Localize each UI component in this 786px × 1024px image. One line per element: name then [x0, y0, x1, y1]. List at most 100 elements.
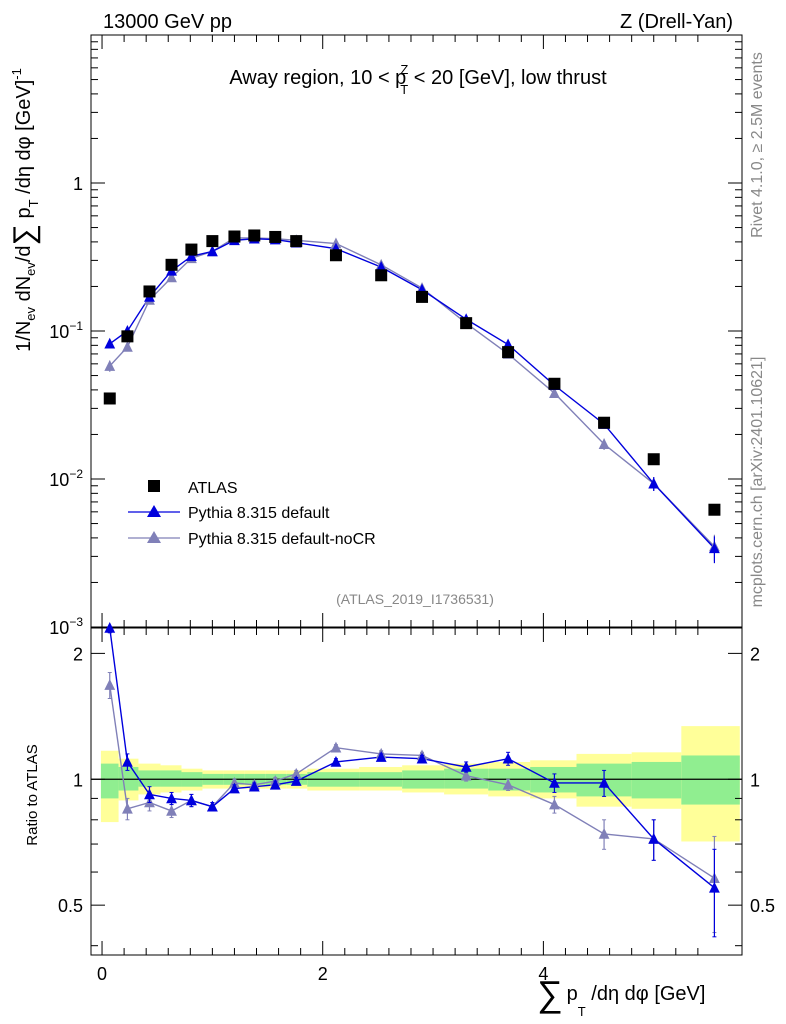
ratio-uncertainty-bands: [100, 726, 740, 842]
ratio-point-default: [290, 775, 302, 786]
point-default: [648, 477, 660, 489]
main-y-tick-label: 10−2: [49, 467, 83, 490]
ratio-point-default: [375, 751, 387, 762]
ratio-point-default: [144, 788, 155, 800]
ratio-point-default: [709, 881, 720, 893]
analysis-watermark: (ATLAS_2019_I1736531): [336, 591, 494, 607]
band-inner: [100, 763, 119, 799]
band-inner: [681, 755, 740, 805]
rivet-version-label: Rivet 4.1.0, ≥ 2.5M events: [749, 52, 766, 238]
point-default: [186, 250, 197, 262]
point-nocr: [166, 271, 177, 283]
point-default: [709, 542, 720, 554]
legend-marker-default: [147, 505, 161, 517]
ratio-point-default: [549, 776, 560, 788]
ratio-point-default: [104, 622, 116, 633]
band-inner: [160, 770, 182, 787]
ratio-y-tick-label-right: 0.5: [750, 896, 775, 916]
x-axis-label: ∑ pT /dη dφ [GeV]: [537, 973, 705, 1019]
point-atlas: [375, 269, 388, 282]
ratio-y-tick-label-right: 1: [750, 770, 760, 790]
ratio-point-default: [229, 782, 240, 794]
point-atlas: [708, 503, 721, 516]
point-nocr: [549, 387, 560, 398]
point-atlas: [269, 230, 282, 243]
ratio-y-tick-label-left: 2: [73, 644, 83, 664]
legend-label-atlas: ATLAS: [188, 480, 238, 497]
point-atlas: [228, 230, 241, 243]
ratio-frame: [90, 627, 743, 956]
ratio-point-default: [186, 794, 197, 806]
ratio-point-nocr: [502, 778, 514, 790]
ratio-point-nocr: [166, 804, 177, 816]
point-atlas: [548, 377, 561, 390]
x-tick-label: 0: [97, 964, 107, 984]
legend-label-nocr: Pythia 8.315 default-noCR: [188, 531, 376, 548]
main-y-tick-label: 1: [73, 174, 83, 194]
main-y-tick-labels: 10−3 10−2 10−1 1: [49, 174, 83, 638]
header-left: 13000 GeV pp: [103, 11, 232, 33]
ratio-panel: 0.5 0.5 1 1 2 2 0 2 4 Ratio to ATLAS ∑ pT /dη dφ …: [24, 622, 775, 1019]
ratio-point-nocr: [104, 679, 116, 690]
ratio-point-nocr: [549, 798, 560, 810]
point-nocr: [122, 340, 133, 352]
ratio-point-default: [460, 760, 472, 772]
point-atlas: [248, 229, 261, 242]
main-y-tick-label: 10−3: [49, 615, 83, 638]
point-atlas: [416, 290, 429, 303]
point-atlas: [290, 235, 303, 248]
main-y-axis-label: 1/Nev dNev/d∑ pT /dη dφ [GeV]-1: [8, 68, 41, 352]
plot-title: Away region, 10 < pZ T < 20 [GeV], low th…: [229, 62, 607, 97]
point-atlas: [329, 249, 342, 262]
point-nocr: [104, 360, 116, 371]
ratio-point-default: [269, 778, 281, 790]
point-default: [104, 337, 116, 349]
point-atlas: [103, 392, 116, 405]
point-default: [206, 245, 218, 257]
x-tick-label: 4: [538, 964, 548, 984]
ratio-ticks: [91, 628, 742, 955]
ratio-y-axis-label: Ratio to ATLAS: [24, 744, 41, 845]
ratio-tick-labels: 0.5 0.5 1 1 2 2 0 2 4: [58, 644, 775, 984]
ratio-point-nocr: [229, 776, 240, 788]
ratio-y-tick-label-left: 1: [73, 770, 83, 790]
point-nocr: [598, 438, 610, 449]
ratio-point-default: [248, 780, 260, 792]
legend: ATLAS Pythia 8.315 default Pythia 8.315 …: [128, 480, 376, 548]
ratio-series-layer: [104, 622, 720, 938]
ratio-point-nocr: [122, 802, 133, 814]
ratio-point-default: [416, 752, 428, 764]
point-atlas: [647, 453, 660, 466]
ratio-point-nocr: [460, 769, 472, 781]
ratio-y-tick-label-left: 0.5: [58, 896, 83, 916]
band-inner: [138, 770, 161, 787]
ratio-point-default: [206, 800, 218, 812]
mcplots-label: mcplots.cern.ch [arXiv:2401.10621]: [749, 357, 766, 608]
point-atlas: [165, 258, 178, 271]
point-atlas: [502, 346, 515, 359]
legend-label-default: Pythia 8.315 default: [188, 505, 330, 522]
x-tick-label: 2: [318, 964, 328, 984]
main-series-layer: [103, 229, 721, 564]
ratio-point-default: [330, 755, 342, 767]
point-atlas: [185, 243, 198, 256]
ratio-point-nocr: [330, 741, 342, 753]
ratio-y-tick-label-right: 2: [750, 644, 760, 664]
ratio-point-default: [648, 832, 660, 844]
series-line-default: [109, 238, 715, 549]
header-right: Z (Drell-Yan): [620, 11, 733, 33]
ratio-point-nocr: [290, 767, 302, 779]
main-y-ticks: [91, 35, 742, 628]
legend-marker-nocr: [147, 531, 161, 543]
point-atlas: [598, 416, 611, 429]
ratio-point-default: [166, 792, 177, 804]
point-atlas: [460, 317, 473, 330]
ratio-point-nocr: [598, 827, 610, 839]
main-y-tick-label: 10−1: [49, 319, 83, 342]
point-atlas: [121, 330, 134, 343]
ratio-point-default: [122, 755, 133, 767]
point-default: [375, 261, 387, 272]
legend-marker-atlas: [148, 480, 160, 492]
ratio-point-default: [502, 752, 514, 764]
